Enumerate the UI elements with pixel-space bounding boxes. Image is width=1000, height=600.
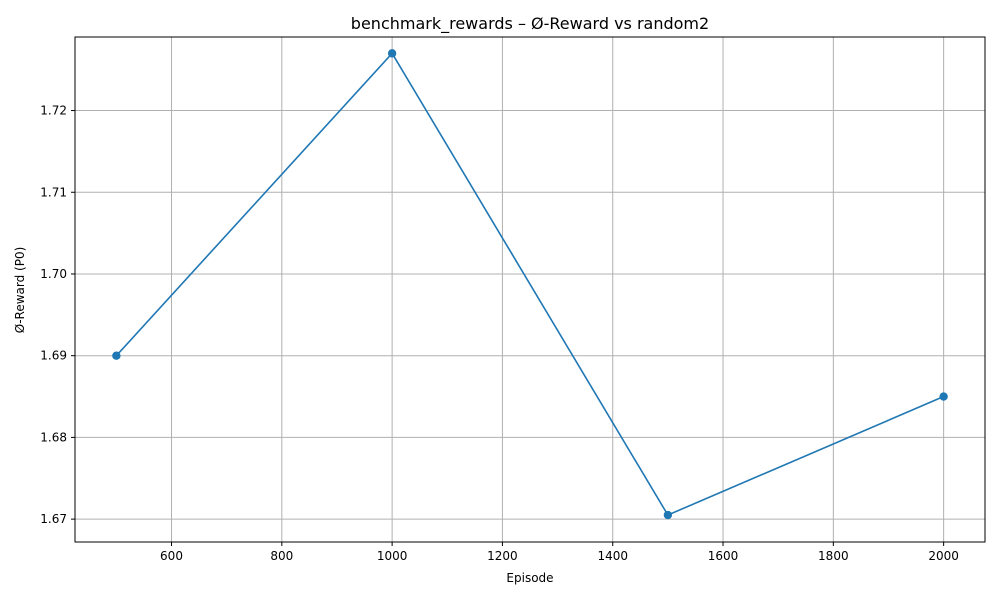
- y-tick-label: 1.72: [40, 104, 67, 118]
- x-axis: 600 800 1000 1200 1400 1600 1800 2000: [160, 542, 959, 563]
- data-point: [112, 351, 121, 360]
- data-point: [663, 510, 673, 520]
- y-axis-label: Ø-Reward (P0): [13, 247, 27, 334]
- data-point: [939, 392, 948, 401]
- y-tick-label: 1.69: [40, 349, 67, 363]
- plot-frame: [74, 36, 986, 543]
- series-layer: [112, 49, 948, 520]
- series-line: [115, 52, 944, 517]
- y-tick-label: 1.68: [40, 430, 67, 444]
- y-tick-label: 1.71: [40, 185, 67, 199]
- y-tick-label: 1.67: [40, 512, 67, 526]
- x-tick-label: 1200: [487, 549, 518, 563]
- data-point: [387, 49, 397, 58]
- x-tick-label: 1400: [597, 549, 628, 563]
- y-axis: 1.67 1.68 1.69 1.70 1.71 1.72: [40, 104, 75, 526]
- x-tick-label: 2000: [928, 549, 959, 563]
- y-tick-label: 1.70: [40, 267, 67, 281]
- x-tick-label: 800: [270, 549, 293, 563]
- x-tick-label: 1600: [708, 549, 739, 563]
- chart-title: benchmark_rewards – Ø-Reward vs random2: [351, 14, 709, 34]
- x-tick-label: 1000: [377, 549, 408, 563]
- x-tick-label: 600: [160, 549, 183, 563]
- x-axis-label: Episode: [506, 571, 553, 585]
- x-tick-label: 1800: [818, 549, 849, 563]
- grid-layer: [75, 37, 985, 542]
